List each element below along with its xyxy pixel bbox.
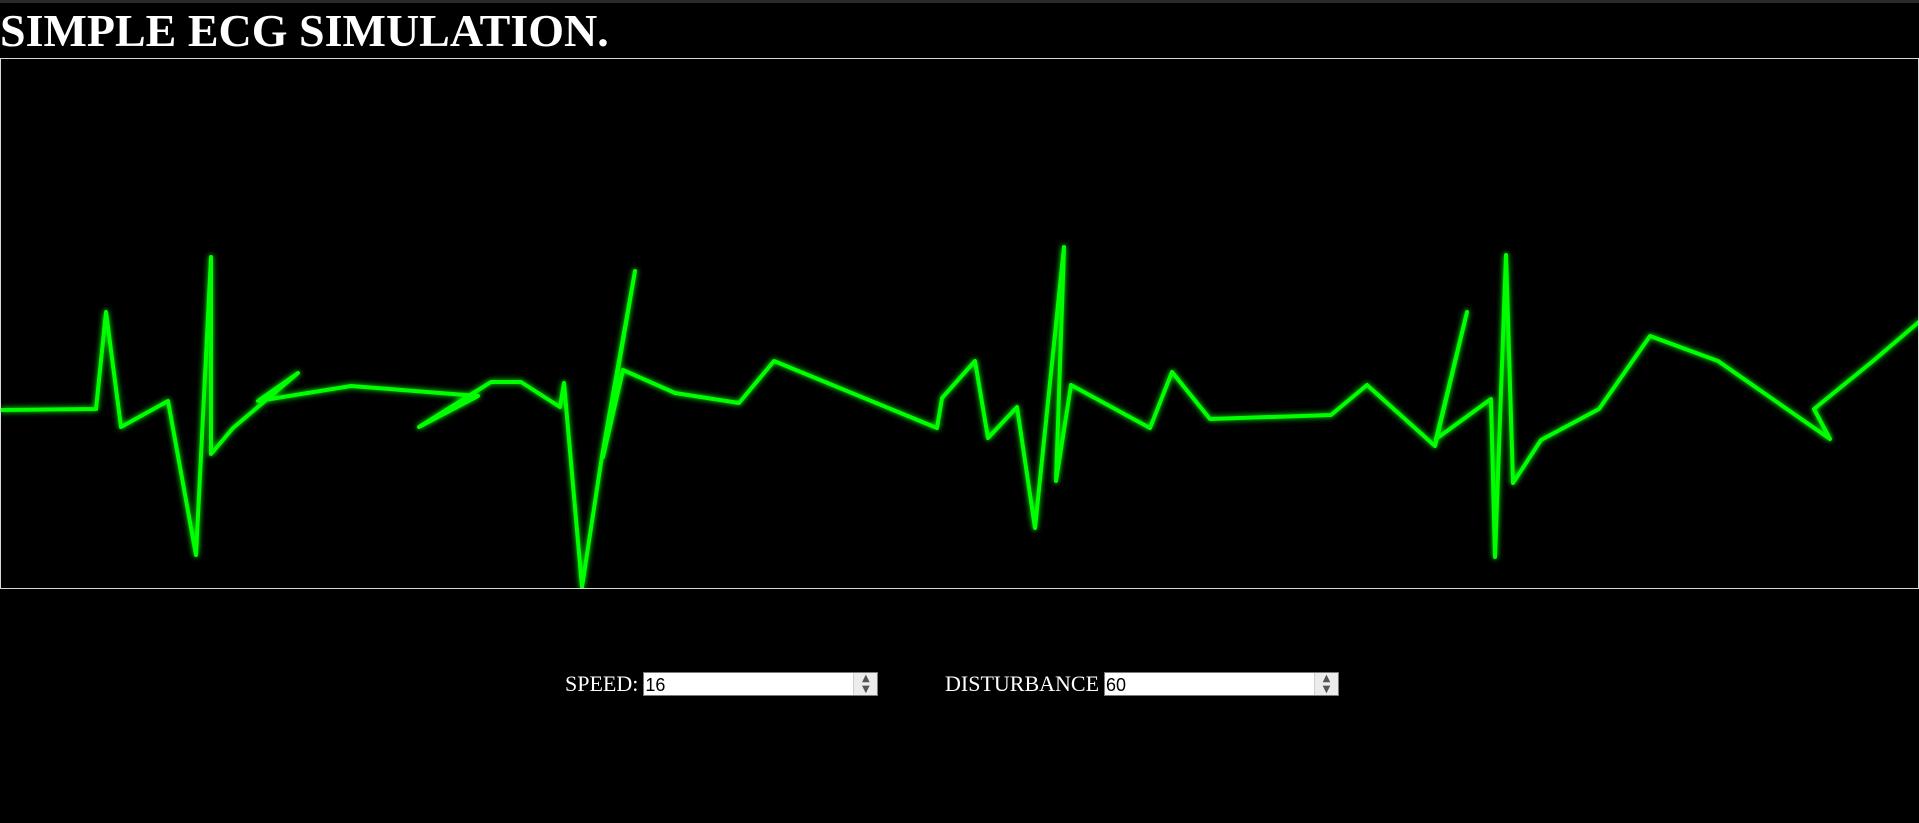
speed-label: SPEED: [565, 671, 639, 696]
speed-value: 16 [645, 675, 666, 695]
speed-spinner[interactable]: ▲ ▼ [853, 673, 878, 695]
disturbance-input[interactable]: 60 ▲ ▼ [1104, 672, 1340, 696]
speed-input[interactable]: 16 ▲ ▼ [643, 672, 879, 696]
disturbance-value: 60 [1106, 675, 1127, 695]
ecg-trace [1, 245, 1918, 588]
chevron-down-icon[interactable]: ▼ [1322, 684, 1331, 695]
ecg-canvas [1, 245, 1918, 588]
page-title: SIMPLE ECG SIMULATION. [0, 5, 609, 56]
ecg-display [0, 58, 1919, 589]
chevron-up-icon[interactable]: ▲ [862, 673, 870, 684]
disturbance-spinner[interactable]: ▲ ▼ [1314, 673, 1339, 695]
controls-bar: SPEED: 16 ▲ ▼ DISTURBANCE 60 ▲ ▼ [0, 671, 1919, 697]
disturbance-control: DISTURBANCE 60 ▲ ▼ [945, 671, 1340, 697]
speed-control: SPEED: 16 ▲ ▼ [565, 671, 879, 697]
chevron-up-icon[interactable]: ▲ [1322, 673, 1331, 684]
disturbance-label: DISTURBANCE [945, 671, 1100, 696]
chevron-down-icon[interactable]: ▼ [862, 684, 870, 695]
window-top-strip [0, 0, 1919, 3]
